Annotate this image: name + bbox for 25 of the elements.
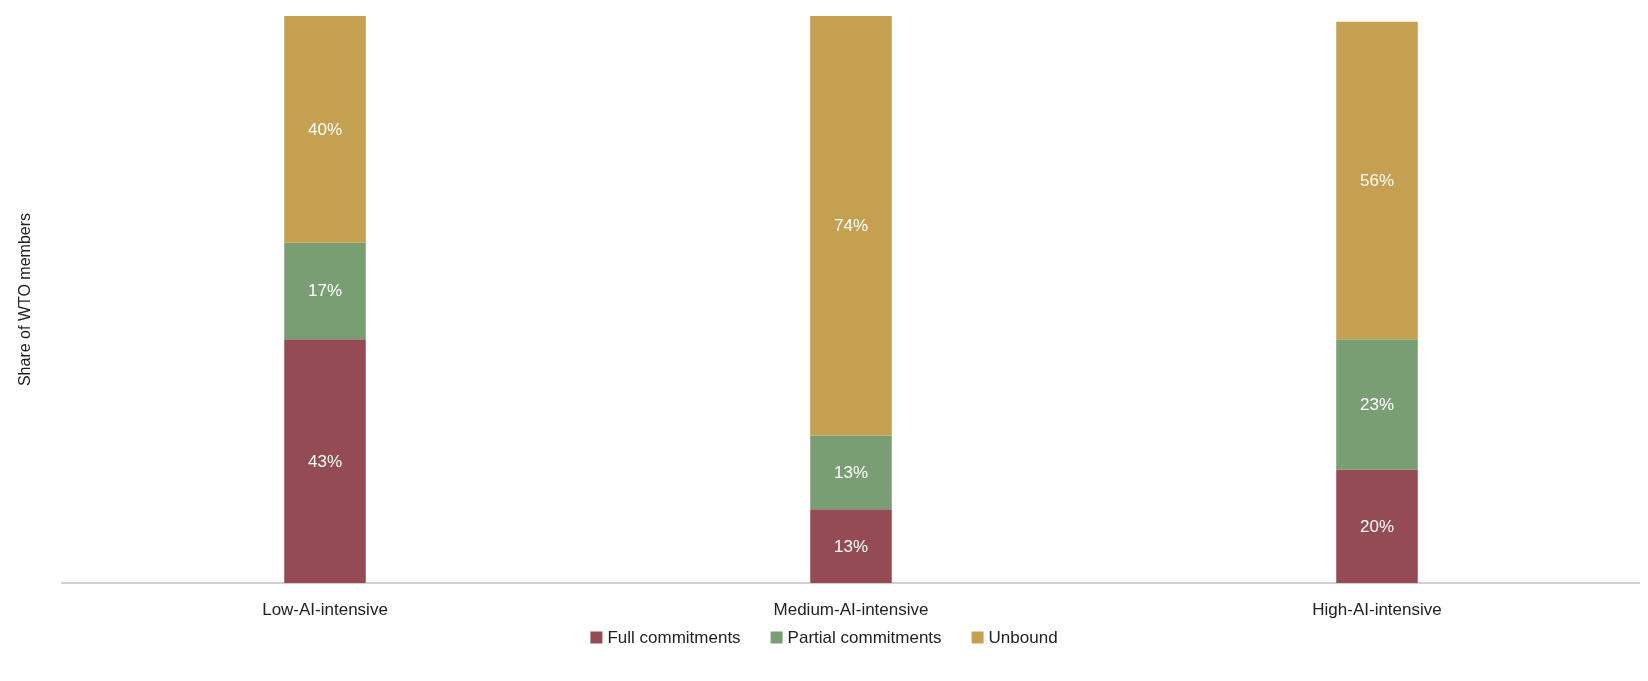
bar (1336, 469, 1418, 583)
bar (810, 16, 892, 436)
data-label: 20% (1359, 516, 1395, 536)
data-label: 43% (307, 451, 343, 471)
bar (810, 435, 892, 510)
data-label: 23% (1359, 394, 1395, 414)
legend-label: Full commitments (607, 628, 741, 647)
bar (284, 16, 366, 243)
x-tick-label: Low-AI-intensive (262, 600, 388, 619)
data-label: 40% (307, 119, 343, 139)
bar (1336, 339, 1418, 470)
bar (284, 339, 366, 583)
legend-label: Partial commitments (787, 628, 942, 647)
legend-label: Unbound (988, 628, 1058, 647)
x-tick-label: Medium-AI-intensive (773, 600, 929, 619)
x-tick-label: High-AI-intensive (1312, 600, 1442, 619)
data-label: 13% (833, 536, 869, 556)
data-label: 74% (833, 216, 869, 236)
data-label: 13% (833, 462, 869, 482)
bar (1336, 21, 1418, 340)
bar (810, 509, 892, 583)
data-label: 17% (307, 281, 343, 301)
y-axis-title: Share of WTO members (15, 212, 33, 387)
bar (284, 242, 366, 340)
data-label: 56% (1359, 170, 1395, 190)
